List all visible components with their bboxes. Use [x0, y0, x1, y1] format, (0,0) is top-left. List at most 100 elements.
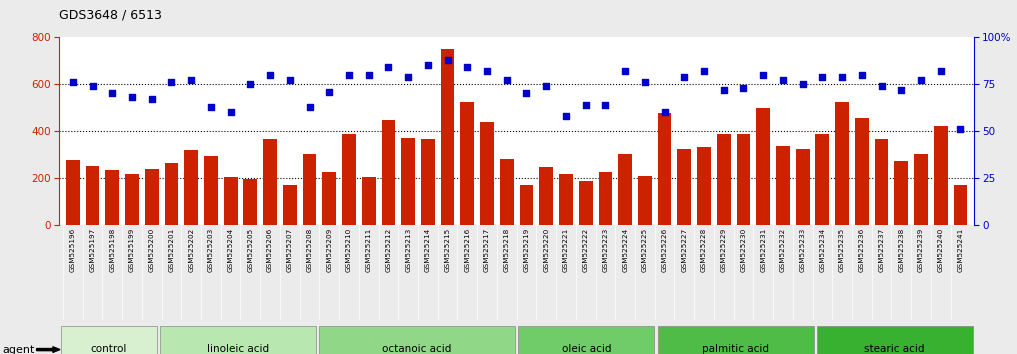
Bar: [717, 135, 730, 225]
Text: GSM525241: GSM525241: [957, 228, 963, 272]
Point: [460, 64, 476, 70]
Point: [341, 72, 357, 78]
Bar: [757, 108, 770, 225]
Bar: [914, 154, 928, 225]
Text: GSM525227: GSM525227: [681, 228, 687, 272]
Text: GSM525220: GSM525220: [543, 228, 549, 272]
Text: GSM525216: GSM525216: [465, 228, 470, 272]
Text: GSM525228: GSM525228: [701, 228, 707, 272]
Text: GSM525225: GSM525225: [642, 228, 648, 272]
Bar: [165, 162, 178, 225]
Text: GSM525238: GSM525238: [898, 228, 904, 272]
Point: [893, 87, 909, 92]
Text: GSM525196: GSM525196: [70, 228, 76, 272]
Text: palmitic acid: palmitic acid: [702, 343, 769, 354]
Text: GSM525200: GSM525200: [148, 228, 155, 272]
Text: GSM525204: GSM525204: [228, 228, 234, 272]
Point: [479, 68, 495, 74]
Point: [439, 57, 456, 63]
Text: GSM525210: GSM525210: [346, 228, 352, 272]
Point: [853, 72, 870, 78]
Point: [519, 91, 535, 96]
Text: GSM525224: GSM525224: [622, 228, 629, 272]
Point: [755, 72, 771, 78]
Bar: [283, 185, 297, 225]
Bar: [658, 326, 814, 354]
Bar: [638, 176, 652, 225]
Bar: [125, 174, 139, 225]
Bar: [817, 326, 972, 354]
Text: GSM525217: GSM525217: [484, 228, 490, 272]
Bar: [440, 49, 455, 225]
Text: GDS3648 / 6513: GDS3648 / 6513: [59, 9, 162, 22]
Bar: [480, 122, 494, 225]
Text: GSM525209: GSM525209: [326, 228, 333, 272]
Point: [104, 91, 120, 96]
Text: GSM525205: GSM525205: [247, 228, 253, 272]
Bar: [816, 135, 829, 225]
Point: [538, 83, 554, 89]
Text: GSM525214: GSM525214: [425, 228, 431, 272]
Bar: [342, 135, 356, 225]
Bar: [598, 172, 612, 225]
Bar: [697, 147, 711, 225]
Text: GSM525207: GSM525207: [287, 228, 293, 272]
Bar: [303, 154, 316, 225]
Text: GSM525206: GSM525206: [267, 228, 273, 272]
Text: stearic acid: stearic acid: [864, 343, 924, 354]
Point: [498, 78, 515, 83]
Text: GSM525237: GSM525237: [879, 228, 885, 272]
Point: [301, 104, 317, 109]
Point: [617, 68, 634, 74]
Bar: [677, 149, 692, 225]
Point: [874, 83, 890, 89]
Point: [124, 95, 140, 100]
Text: GSM525221: GSM525221: [563, 228, 569, 272]
Point: [735, 85, 752, 91]
Point: [143, 96, 160, 102]
Point: [557, 113, 574, 119]
Point: [952, 126, 968, 132]
Bar: [835, 102, 849, 225]
Text: GSM525199: GSM525199: [129, 228, 135, 272]
Point: [223, 109, 239, 115]
Bar: [934, 126, 948, 225]
Point: [933, 68, 949, 74]
Point: [794, 81, 811, 87]
Bar: [618, 154, 632, 225]
Text: GSM525219: GSM525219: [524, 228, 530, 272]
Bar: [106, 170, 119, 225]
Point: [716, 87, 732, 92]
Text: GSM525212: GSM525212: [385, 228, 392, 272]
Point: [361, 72, 377, 78]
Point: [637, 79, 653, 85]
Bar: [658, 113, 671, 225]
Bar: [319, 326, 515, 354]
Bar: [894, 161, 908, 225]
Text: GSM525213: GSM525213: [405, 228, 411, 272]
Point: [321, 89, 338, 95]
Point: [164, 79, 180, 85]
Point: [242, 81, 258, 87]
Bar: [736, 135, 751, 225]
Point: [420, 62, 436, 68]
Text: GSM525202: GSM525202: [188, 228, 194, 272]
Bar: [144, 169, 159, 225]
Bar: [224, 177, 238, 225]
Point: [696, 68, 712, 74]
Bar: [204, 156, 218, 225]
Point: [65, 79, 81, 85]
Text: GSM525239: GSM525239: [918, 228, 924, 272]
Text: GSM525222: GSM525222: [583, 228, 589, 272]
Text: GSM525197: GSM525197: [89, 228, 96, 272]
Bar: [559, 175, 573, 225]
Bar: [61, 326, 157, 354]
Bar: [184, 150, 198, 225]
Bar: [519, 326, 654, 354]
Text: octanoic acid: octanoic acid: [382, 343, 452, 354]
Bar: [954, 185, 967, 225]
Bar: [579, 181, 593, 225]
Text: GSM525235: GSM525235: [839, 228, 845, 272]
Text: GSM525223: GSM525223: [602, 228, 608, 272]
Bar: [381, 120, 396, 225]
